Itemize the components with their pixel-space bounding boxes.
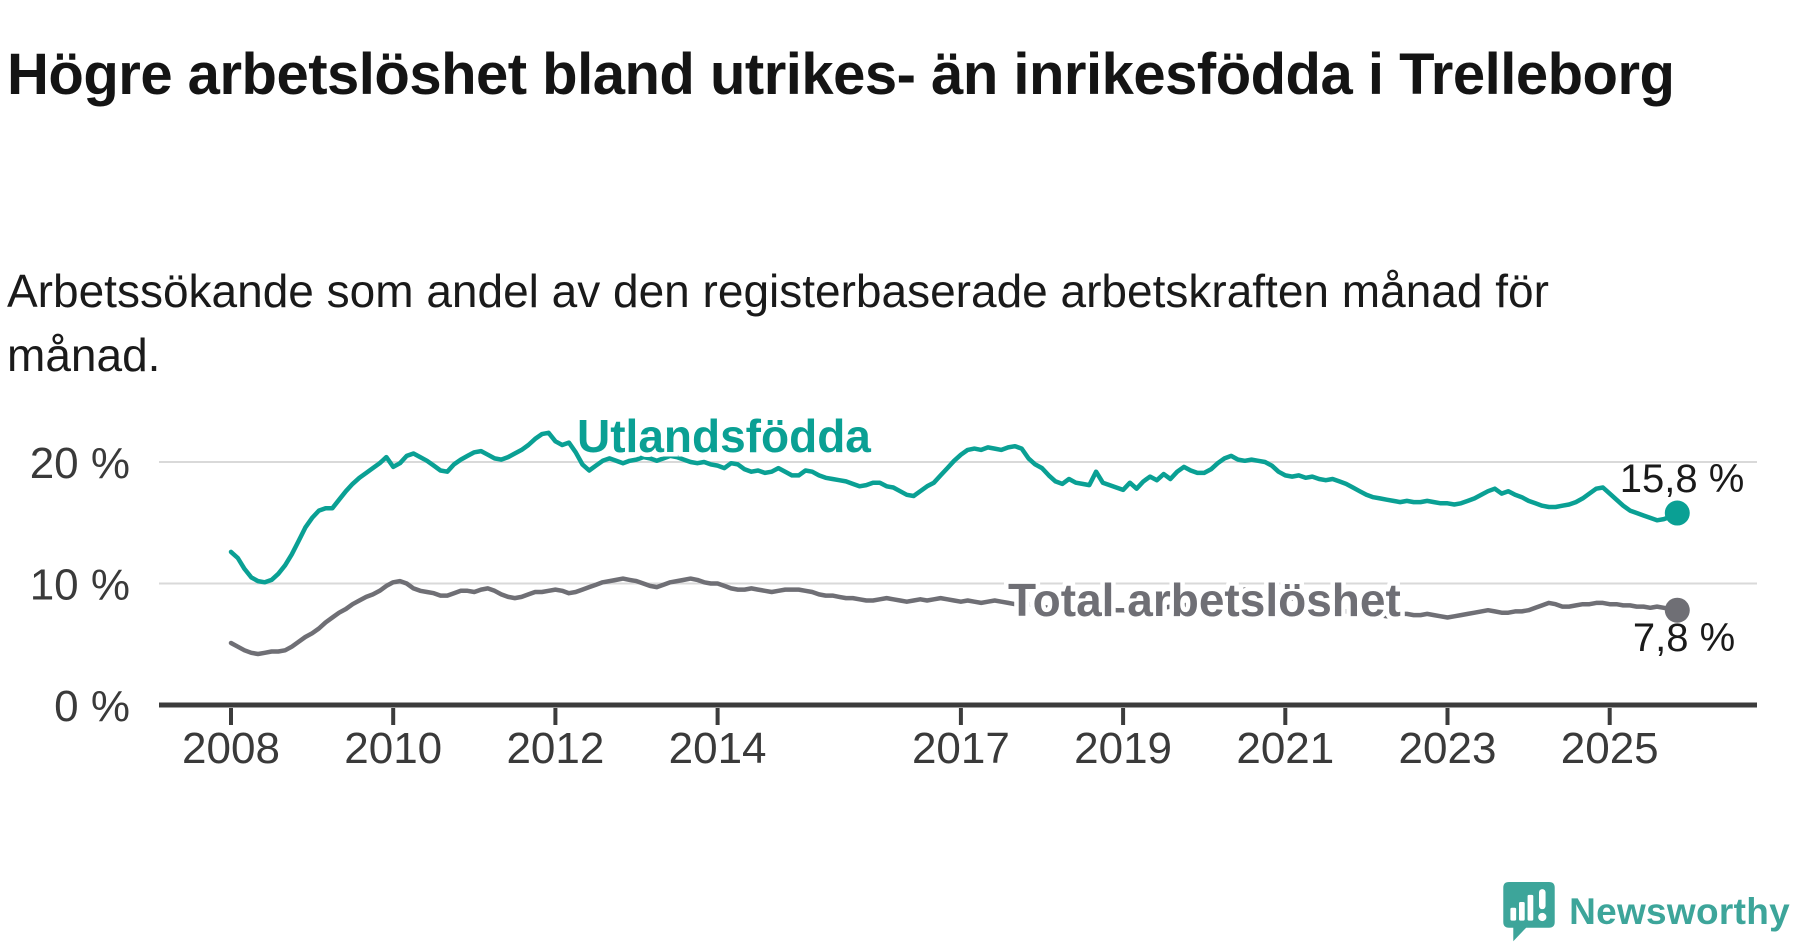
x-axis-tick-label: 2021: [1236, 724, 1334, 773]
series-label-utlandsfodda: Utlandsfödda: [577, 410, 871, 462]
series-end-dot-utlandsfodda: [1664, 500, 1690, 526]
x-axis-tick-label: 2010: [344, 724, 442, 773]
chart-title: Högre arbetslöshet bland utrikes- än inr…: [7, 41, 1675, 107]
chart-subtitle: Arbetssökande som andel av den registerb…: [7, 265, 1549, 381]
y-axis-tick-label: 0 %: [54, 682, 130, 731]
end-value-label-total: 7,8 %: [1633, 616, 1735, 660]
series-end-dot-total: [1664, 597, 1690, 623]
x-axis-tick-label: 2014: [669, 724, 767, 773]
y-axis-tick-label: 10 %: [30, 561, 130, 610]
logo-wordmark: Newsworthy: [1569, 891, 1790, 932]
x-axis-tick-label: 2019: [1074, 724, 1172, 773]
x-axis-tick-label: 2012: [506, 724, 604, 773]
x-axis-tick-label: 2008: [182, 724, 280, 773]
series-line-utlandsfodda: [228, 430, 1680, 585]
series-label-total: Total arbetslöshet: [1008, 574, 1401, 626]
newsworthy-speech-bubble-bar-chart-icon: [1503, 882, 1555, 942]
x-axis-tick-label: 2025: [1561, 724, 1659, 773]
newsworthy-logo: Newsworthy: [1503, 882, 1790, 942]
end-value-label-utlandsfodda: 15,8 %: [1620, 457, 1745, 501]
x-axis-tick-label: 2023: [1399, 724, 1497, 773]
y-axis-tick-label: 20 %: [30, 439, 130, 488]
x-axis-tick-label: 2017: [912, 724, 1010, 773]
series-line-total: [228, 576, 1680, 657]
